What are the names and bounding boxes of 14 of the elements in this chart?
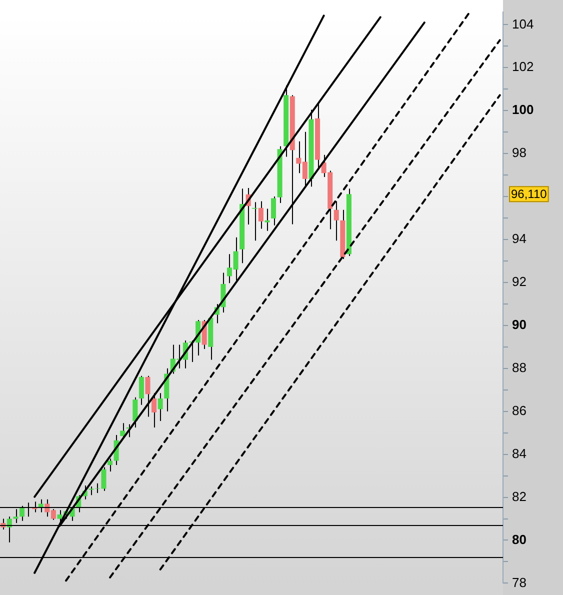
y-tick-label: 90 [512,317,526,332]
y-tick-label: 82 [512,488,526,504]
y-tick-label: 102 [512,59,534,74]
y-tick-label: 88 [512,360,526,375]
y-tick-label: 92 [512,274,526,290]
y-tick-label: 84 [512,446,526,461]
text: 96,110 [511,186,548,201]
y-tick-label: 80 [512,532,526,547]
y-tick-label: 86 [512,402,526,418]
y-tick-label: 94 [512,231,526,246]
y-tick-label: 104 [512,16,534,32]
y-tick-label: 78 [512,574,526,590]
y-tick-label: 98 [512,145,526,160]
y-tick-label: 100 [512,102,534,118]
